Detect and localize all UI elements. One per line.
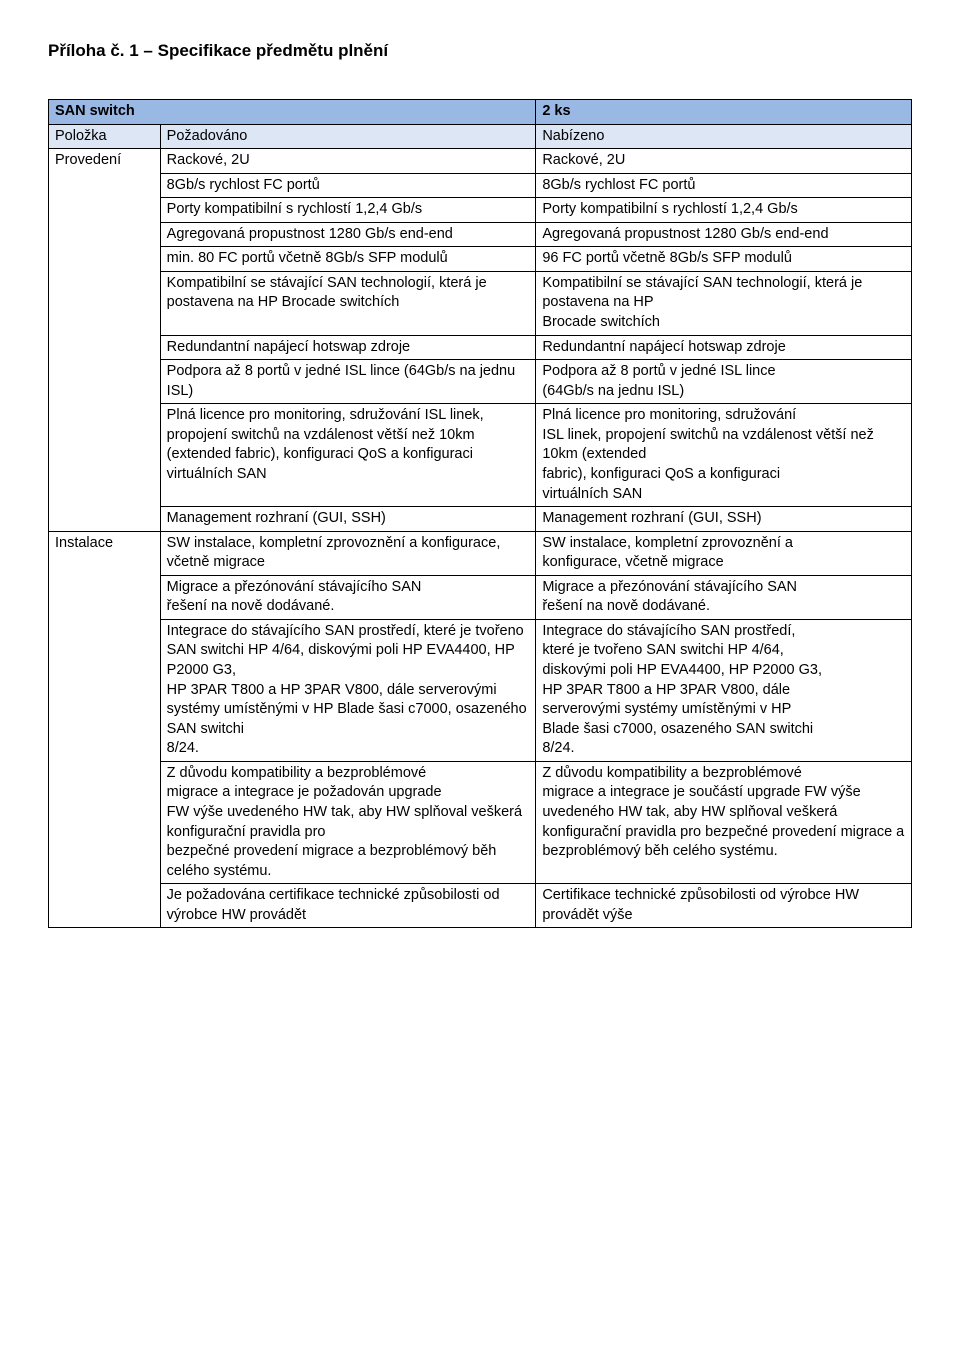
table-row: InstalaceSW instalace, kompletní zprovoz… <box>49 531 912 575</box>
cell-pozadovano: SW instalace, kompletní zprovoznění a ko… <box>160 531 536 575</box>
table-row: ProvedeníRackové, 2URackové, 2U <box>49 149 912 174</box>
cell-pozadovano: Redundantní napájecí hotswap zdroje <box>160 335 536 360</box>
cell-pozadovano: Migrace a přezónování stávajícího SAN ře… <box>160 575 536 619</box>
group-label: Instalace <box>49 531 161 928</box>
table-row: Migrace a přezónování stávajícího SAN ře… <box>49 575 912 619</box>
col-pozadovano: Požadováno <box>160 124 536 149</box>
col-nabizeno: Nabízeno <box>536 124 912 149</box>
cell-nabizeno: Plná licence pro monitoring, sdružování … <box>536 404 912 507</box>
cell-nabizeno: Certifikace technické způsobilosti od vý… <box>536 884 912 928</box>
header-san-switch: SAN switch <box>49 99 536 124</box>
cell-pozadovano: Je požadována certifikace technické způs… <box>160 884 536 928</box>
cell-pozadovano: Rackové, 2U <box>160 149 536 174</box>
cell-nabizeno: Kompatibilní se stávající SAN technologi… <box>536 271 912 335</box>
cell-pozadovano: Management rozhraní (GUI, SSH) <box>160 507 536 532</box>
table-row: 8Gb/s rychlost FC portů8Gb/s rychlost FC… <box>49 173 912 198</box>
cell-nabizeno: Z důvodu kompatibility a bezproblémové m… <box>536 761 912 883</box>
cell-pozadovano: Kompatibilní se stávající SAN technologi… <box>160 271 536 335</box>
cell-pozadovano: Porty kompatibilní s rychlostí 1,2,4 Gb/… <box>160 198 536 223</box>
table-row: Integrace do stávajícího SAN prostředí, … <box>49 619 912 761</box>
table-row: Kompatibilní se stávající SAN technologi… <box>49 271 912 335</box>
col-polozka: Položka <box>49 124 161 149</box>
table-row: Z důvodu kompatibility a bezproblémové m… <box>49 761 912 883</box>
cell-pozadovano: Z důvodu kompatibility a bezproblémové m… <box>160 761 536 883</box>
table-row: min. 80 FC portů včetně 8Gb/s SFP modulů… <box>49 247 912 272</box>
cell-pozadovano: 8Gb/s rychlost FC portů <box>160 173 536 198</box>
cell-nabizeno: SW instalace, kompletní zprovoznění a ko… <box>536 531 912 575</box>
cell-nabizeno: 96 FC portů včetně 8Gb/s SFP modulů <box>536 247 912 272</box>
table-row: Agregovaná propustnost 1280 Gb/s end-end… <box>49 222 912 247</box>
cell-nabizeno: Porty kompatibilní s rychlostí 1,2,4 Gb/… <box>536 198 912 223</box>
table-row: Podpora až 8 portů v jedné ISL lince (64… <box>49 360 912 404</box>
cell-nabizeno: Podpora až 8 portů v jedné ISL lince (64… <box>536 360 912 404</box>
cell-nabizeno: Agregovaná propustnost 1280 Gb/s end-end <box>536 222 912 247</box>
table-row: Management rozhraní (GUI, SSH)Management… <box>49 507 912 532</box>
table-row: Je požadována certifikace technické způs… <box>49 884 912 928</box>
header-qty: 2 ks <box>536 99 912 124</box>
cell-pozadovano: Integrace do stávajícího SAN prostředí, … <box>160 619 536 761</box>
cell-nabizeno: Rackové, 2U <box>536 149 912 174</box>
cell-nabizeno: Integrace do stávajícího SAN prostředí, … <box>536 619 912 761</box>
cell-nabizeno: 8Gb/s rychlost FC portů <box>536 173 912 198</box>
cell-pozadovano: Podpora až 8 portů v jedné ISL lince (64… <box>160 360 536 404</box>
cell-pozadovano: Plná licence pro monitoring, sdružování … <box>160 404 536 507</box>
table-row: Plná licence pro monitoring, sdružování … <box>49 404 912 507</box>
table-row: Porty kompatibilní s rychlostí 1,2,4 Gb/… <box>49 198 912 223</box>
cell-pozadovano: Agregovaná propustnost 1280 Gb/s end-end <box>160 222 536 247</box>
group-label: Provedení <box>49 149 161 532</box>
cell-nabizeno: Migrace a přezónování stávajícího SAN ře… <box>536 575 912 619</box>
cell-nabizeno: Management rozhraní (GUI, SSH) <box>536 507 912 532</box>
cell-nabizeno: Redundantní napájecí hotswap zdroje <box>536 335 912 360</box>
table-row: Redundantní napájecí hotswap zdrojeRedun… <box>49 335 912 360</box>
cell-pozadovano: min. 80 FC portů včetně 8Gb/s SFP modulů <box>160 247 536 272</box>
page-title: Příloha č. 1 – Specifikace předmětu plně… <box>48 40 912 63</box>
spec-table: SAN switch2 ksPoložkaPožadovánoNabízenoP… <box>48 99 912 928</box>
